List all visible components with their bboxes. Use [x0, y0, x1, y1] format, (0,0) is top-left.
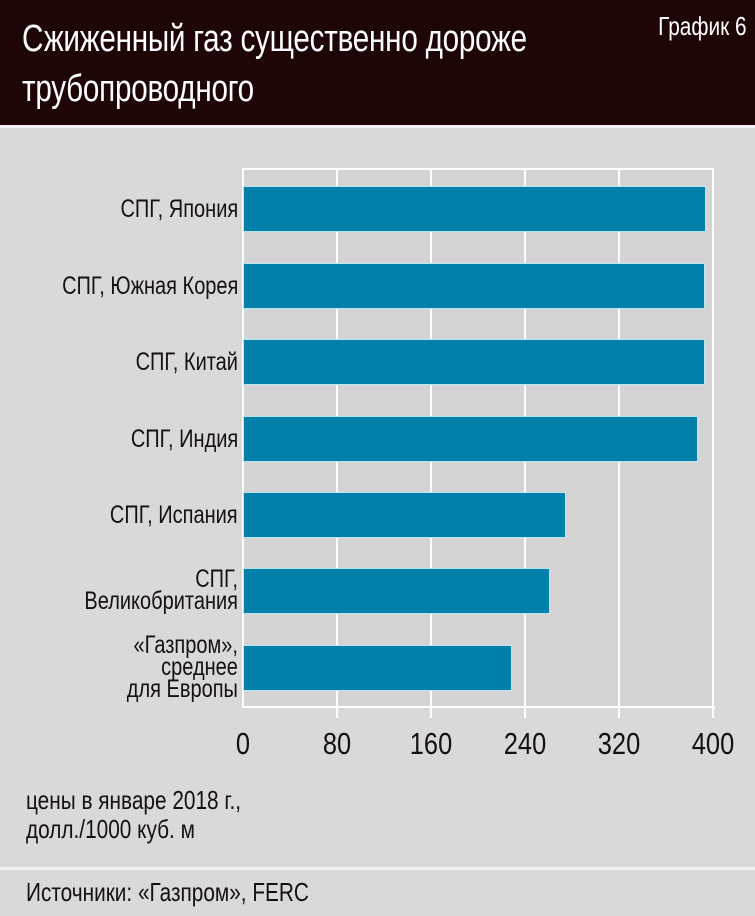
chart-title: Сжиженный газ существенно дороже трубопр… [22, 14, 615, 114]
category-label: СПГ, Великобритания [84, 565, 238, 615]
x-tick-label: 240 [503, 726, 547, 761]
category-label: СПГ, Китай [135, 348, 238, 376]
bar [244, 264, 704, 308]
category-label: СПГ, Испания [110, 501, 238, 529]
header-divider [0, 125, 755, 128]
x-axis-line [242, 706, 715, 708]
chart-title-line-1: Сжиженный газ существенно дороже [22, 18, 527, 60]
unit-note: цены в январе 2018 г., долл./1000 куб. м [26, 786, 241, 844]
category-label-line: СПГ, [195, 565, 238, 593]
chart-number: График 6 [658, 11, 747, 41]
unit-note-line-2: долл./1000 куб. м [26, 814, 195, 844]
bar [244, 646, 511, 690]
x-tick-label: 80 [322, 726, 352, 761]
bar [244, 569, 549, 613]
category-label-line: СПГ, Испания [110, 501, 238, 529]
x-tick-label: 0 [235, 726, 251, 761]
category-label-line: СПГ, Япония [120, 195, 238, 223]
chart-header: Сжиженный газ существенно дороже трубопр… [0, 0, 755, 125]
category-label-line: среднее [161, 653, 238, 681]
x-tick-label: 400 [691, 726, 735, 761]
bar [244, 493, 565, 537]
unit-note-line-1: цены в январе 2018 г., [26, 785, 241, 815]
category-label: СПГ, Индия [130, 425, 238, 453]
bar [244, 340, 704, 384]
category-label: СПГ, Япония [120, 195, 238, 223]
category-label-line: СПГ, Индия [130, 425, 238, 453]
category-label: «Газпром», среднее для Европы [126, 631, 238, 703]
category-label-line: СПГ, Китай [135, 348, 238, 376]
bar [244, 417, 697, 461]
category-label-line: «Газпром», [133, 631, 238, 659]
source-note: Источники: «Газпром», FERC [26, 877, 309, 907]
category-label: СПГ, Южная Корея [61, 272, 238, 300]
chart-title-line-2: трубопроводного [22, 68, 254, 110]
x-tick-label: 320 [597, 726, 641, 761]
gridline [712, 168, 714, 718]
category-label-line: для Европы [126, 675, 238, 703]
category-label-line: СПГ, Южная Корея [61, 272, 238, 300]
category-label-line: Великобритания [84, 587, 238, 615]
footer-divider [0, 867, 755, 870]
bar [244, 187, 705, 231]
x-tick-label: 160 [409, 726, 453, 761]
